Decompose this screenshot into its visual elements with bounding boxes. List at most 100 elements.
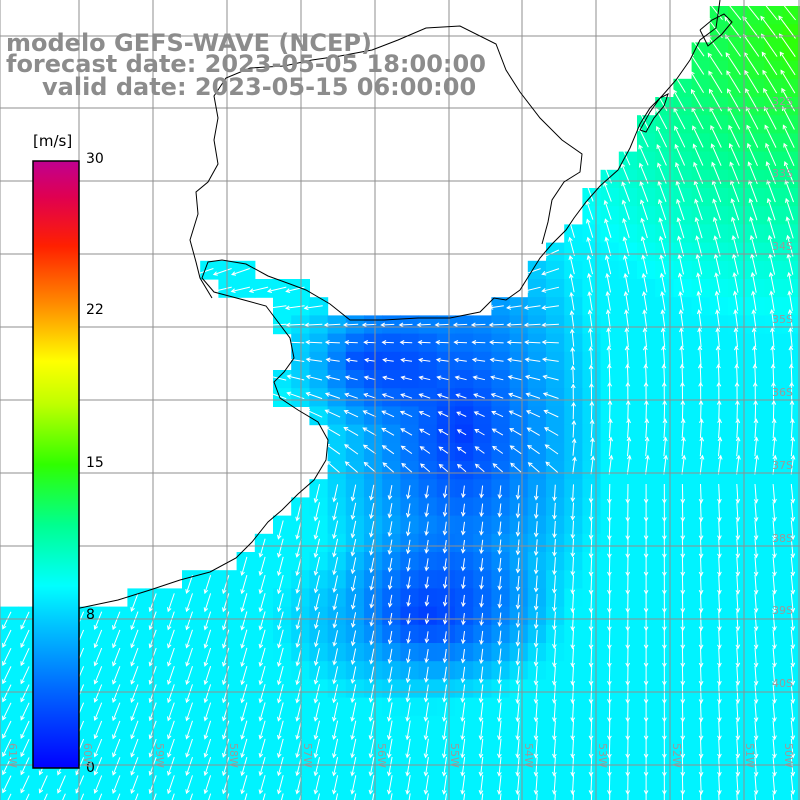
wind-arrow — [788, 327, 793, 348]
wind-arrow — [171, 793, 175, 800]
wind-arrow — [753, 538, 759, 559]
wind-arrow — [735, 538, 741, 559]
wind-arrow — [344, 375, 358, 381]
wind-arrow — [765, 142, 777, 167]
wind-arrow — [314, 593, 320, 612]
wind-arrow — [515, 648, 521, 666]
wind-arrow — [660, 309, 666, 329]
wind-arrow — [277, 556, 284, 577]
wind-arrow — [676, 217, 685, 239]
wind-arrow — [135, 793, 139, 800]
wind-arrow — [657, 180, 667, 202]
wind-arrow — [589, 419, 595, 438]
wind-arrow — [624, 327, 630, 348]
wind-cell — [127, 788, 147, 800]
wind-arrow — [568, 236, 575, 257]
wind-arrow — [717, 647, 722, 668]
wind-arrow — [785, 197, 794, 221]
wind-arrow — [515, 503, 521, 519]
wind-arrow — [400, 393, 413, 399]
wind-arrow — [497, 594, 503, 609]
lagoon-outline — [699, 13, 733, 47]
wind-arrow — [712, 198, 721, 221]
wind-arrow — [405, 775, 411, 795]
wind-arrow — [698, 418, 704, 439]
wind-arrow — [2, 684, 12, 703]
wind-arrow — [130, 720, 139, 740]
wind-arrow — [760, 15, 778, 39]
wind-arrow — [240, 556, 248, 576]
wind-arrow — [324, 409, 341, 418]
wind-arrow — [332, 557, 339, 576]
wind-arrow — [405, 684, 411, 703]
wind-arrow — [607, 381, 613, 402]
wind-arrow — [277, 520, 284, 540]
wind-arrow — [541, 339, 559, 345]
wind-arrow — [790, 793, 793, 800]
wind-arrow — [313, 538, 320, 559]
wind-arrow — [226, 793, 230, 800]
wind-arrow — [570, 383, 576, 402]
wind-arrow — [387, 648, 393, 665]
wind-arrow — [368, 720, 375, 741]
wind-arrow — [350, 684, 357, 704]
wind-arrow — [248, 286, 269, 293]
wind-arrow — [222, 593, 230, 613]
wind-arrow — [700, 793, 702, 800]
wind-arrow — [277, 684, 284, 704]
wind-arrow — [660, 290, 666, 311]
wind-arrow — [674, 125, 686, 148]
wind-arrow — [408, 793, 411, 800]
wind-arrow — [587, 272, 593, 293]
wind-arrow — [507, 357, 522, 363]
wind-arrow — [753, 520, 759, 541]
wind-arrow — [726, 70, 741, 94]
wind-arrow — [344, 392, 358, 399]
lon-label: 60W — [81, 743, 94, 768]
wind-arrow — [638, 144, 649, 166]
wind-arrow — [753, 756, 759, 777]
wind-arrow — [2, 757, 12, 776]
wind-arrow — [167, 684, 175, 704]
wind-arrow — [552, 484, 557, 502]
wind-arrow — [262, 793, 266, 800]
wind-arrow — [541, 357, 559, 362]
wind-arrow — [479, 558, 484, 572]
wind-arrow — [769, 308, 775, 329]
lat-label: 32S — [772, 95, 793, 108]
wind-arrow — [696, 290, 702, 311]
wind-arrow — [423, 684, 429, 703]
wind-arrow — [368, 738, 375, 759]
wind-arrow — [460, 702, 466, 723]
wind-arrow — [753, 418, 759, 439]
wind-arrow — [212, 268, 232, 276]
wind-arrow — [222, 720, 230, 740]
wind-arrow — [474, 446, 485, 454]
wind-arrow — [381, 410, 395, 418]
wind-arrow — [506, 322, 523, 328]
wind-arrow — [586, 218, 594, 238]
wind-arrow — [717, 418, 722, 439]
wind-arrow — [93, 738, 103, 758]
wind-arrow — [661, 381, 667, 402]
wind-arrow — [332, 630, 338, 647]
wind-arrow — [324, 392, 341, 399]
wind-arrow — [258, 720, 266, 740]
wind-arrow — [526, 427, 540, 436]
wind-arrow — [313, 666, 320, 685]
wind-arrow — [680, 418, 686, 439]
wind-arrow — [679, 345, 685, 366]
wind-arrow — [130, 593, 139, 612]
wind-arrow — [471, 340, 486, 345]
wind-arrow — [398, 322, 413, 328]
wind-arrow — [441, 775, 447, 795]
colorbar-tick: 15 — [86, 455, 104, 471]
wind-arrow — [772, 756, 777, 777]
wind-arrow — [588, 756, 594, 777]
wind-arrow — [717, 483, 722, 504]
wind-arrow — [717, 454, 723, 475]
wind-arrow — [386, 738, 393, 759]
wind-arrow — [710, 124, 722, 148]
wind-arrow — [762, 69, 778, 94]
wind-arrow — [657, 162, 667, 184]
